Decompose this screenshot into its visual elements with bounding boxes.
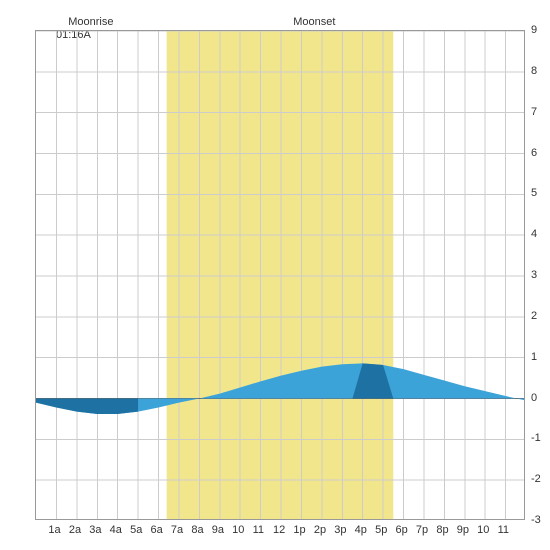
x-tick: 3a — [89, 524, 101, 536]
y-tick: -3 — [531, 514, 541, 526]
x-tick: 5p — [375, 524, 387, 536]
plot-area — [35, 30, 525, 520]
x-tick: 10 — [232, 524, 244, 536]
y-tick: 6 — [531, 147, 537, 159]
y-tick: 2 — [531, 310, 537, 322]
x-tick: 9a — [212, 524, 224, 536]
y-tick: -1 — [531, 432, 541, 444]
x-tick: 1p — [293, 524, 305, 536]
x-tick: 4p — [355, 524, 367, 536]
x-tick: 11 — [253, 524, 264, 536]
x-tick: 8a — [191, 524, 203, 536]
tide-chart: Moonrise01:16A Moonset12:18P -3-2-101234… — [0, 0, 550, 550]
y-tick: 4 — [531, 228, 537, 240]
y-tick: 3 — [531, 269, 537, 281]
x-tick: 8p — [436, 524, 448, 536]
x-tick: 6p — [396, 524, 408, 536]
tide-wave-dark-early — [36, 399, 138, 415]
y-tick: 0 — [531, 392, 537, 404]
x-tick: 1a — [48, 524, 60, 536]
x-tick: 5a — [130, 524, 142, 536]
x-tick: 7a — [171, 524, 183, 536]
x-tick: 4a — [110, 524, 122, 536]
y-tick: 8 — [531, 65, 537, 77]
x-tick: 10 — [477, 524, 489, 536]
y-tick: 7 — [531, 106, 537, 118]
y-tick: 1 — [531, 351, 537, 363]
x-tick: 11 — [498, 524, 509, 536]
x-tick: 9p — [457, 524, 469, 536]
x-tick: 6a — [151, 524, 163, 536]
x-tick: 3p — [334, 524, 346, 536]
x-tick: 2a — [69, 524, 81, 536]
y-tick: -2 — [531, 473, 541, 485]
x-tick: 7p — [416, 524, 428, 536]
x-tick: 2p — [314, 524, 326, 536]
y-tick: 5 — [531, 187, 537, 199]
x-tick: 12 — [273, 524, 285, 536]
y-tick: 9 — [531, 24, 537, 36]
